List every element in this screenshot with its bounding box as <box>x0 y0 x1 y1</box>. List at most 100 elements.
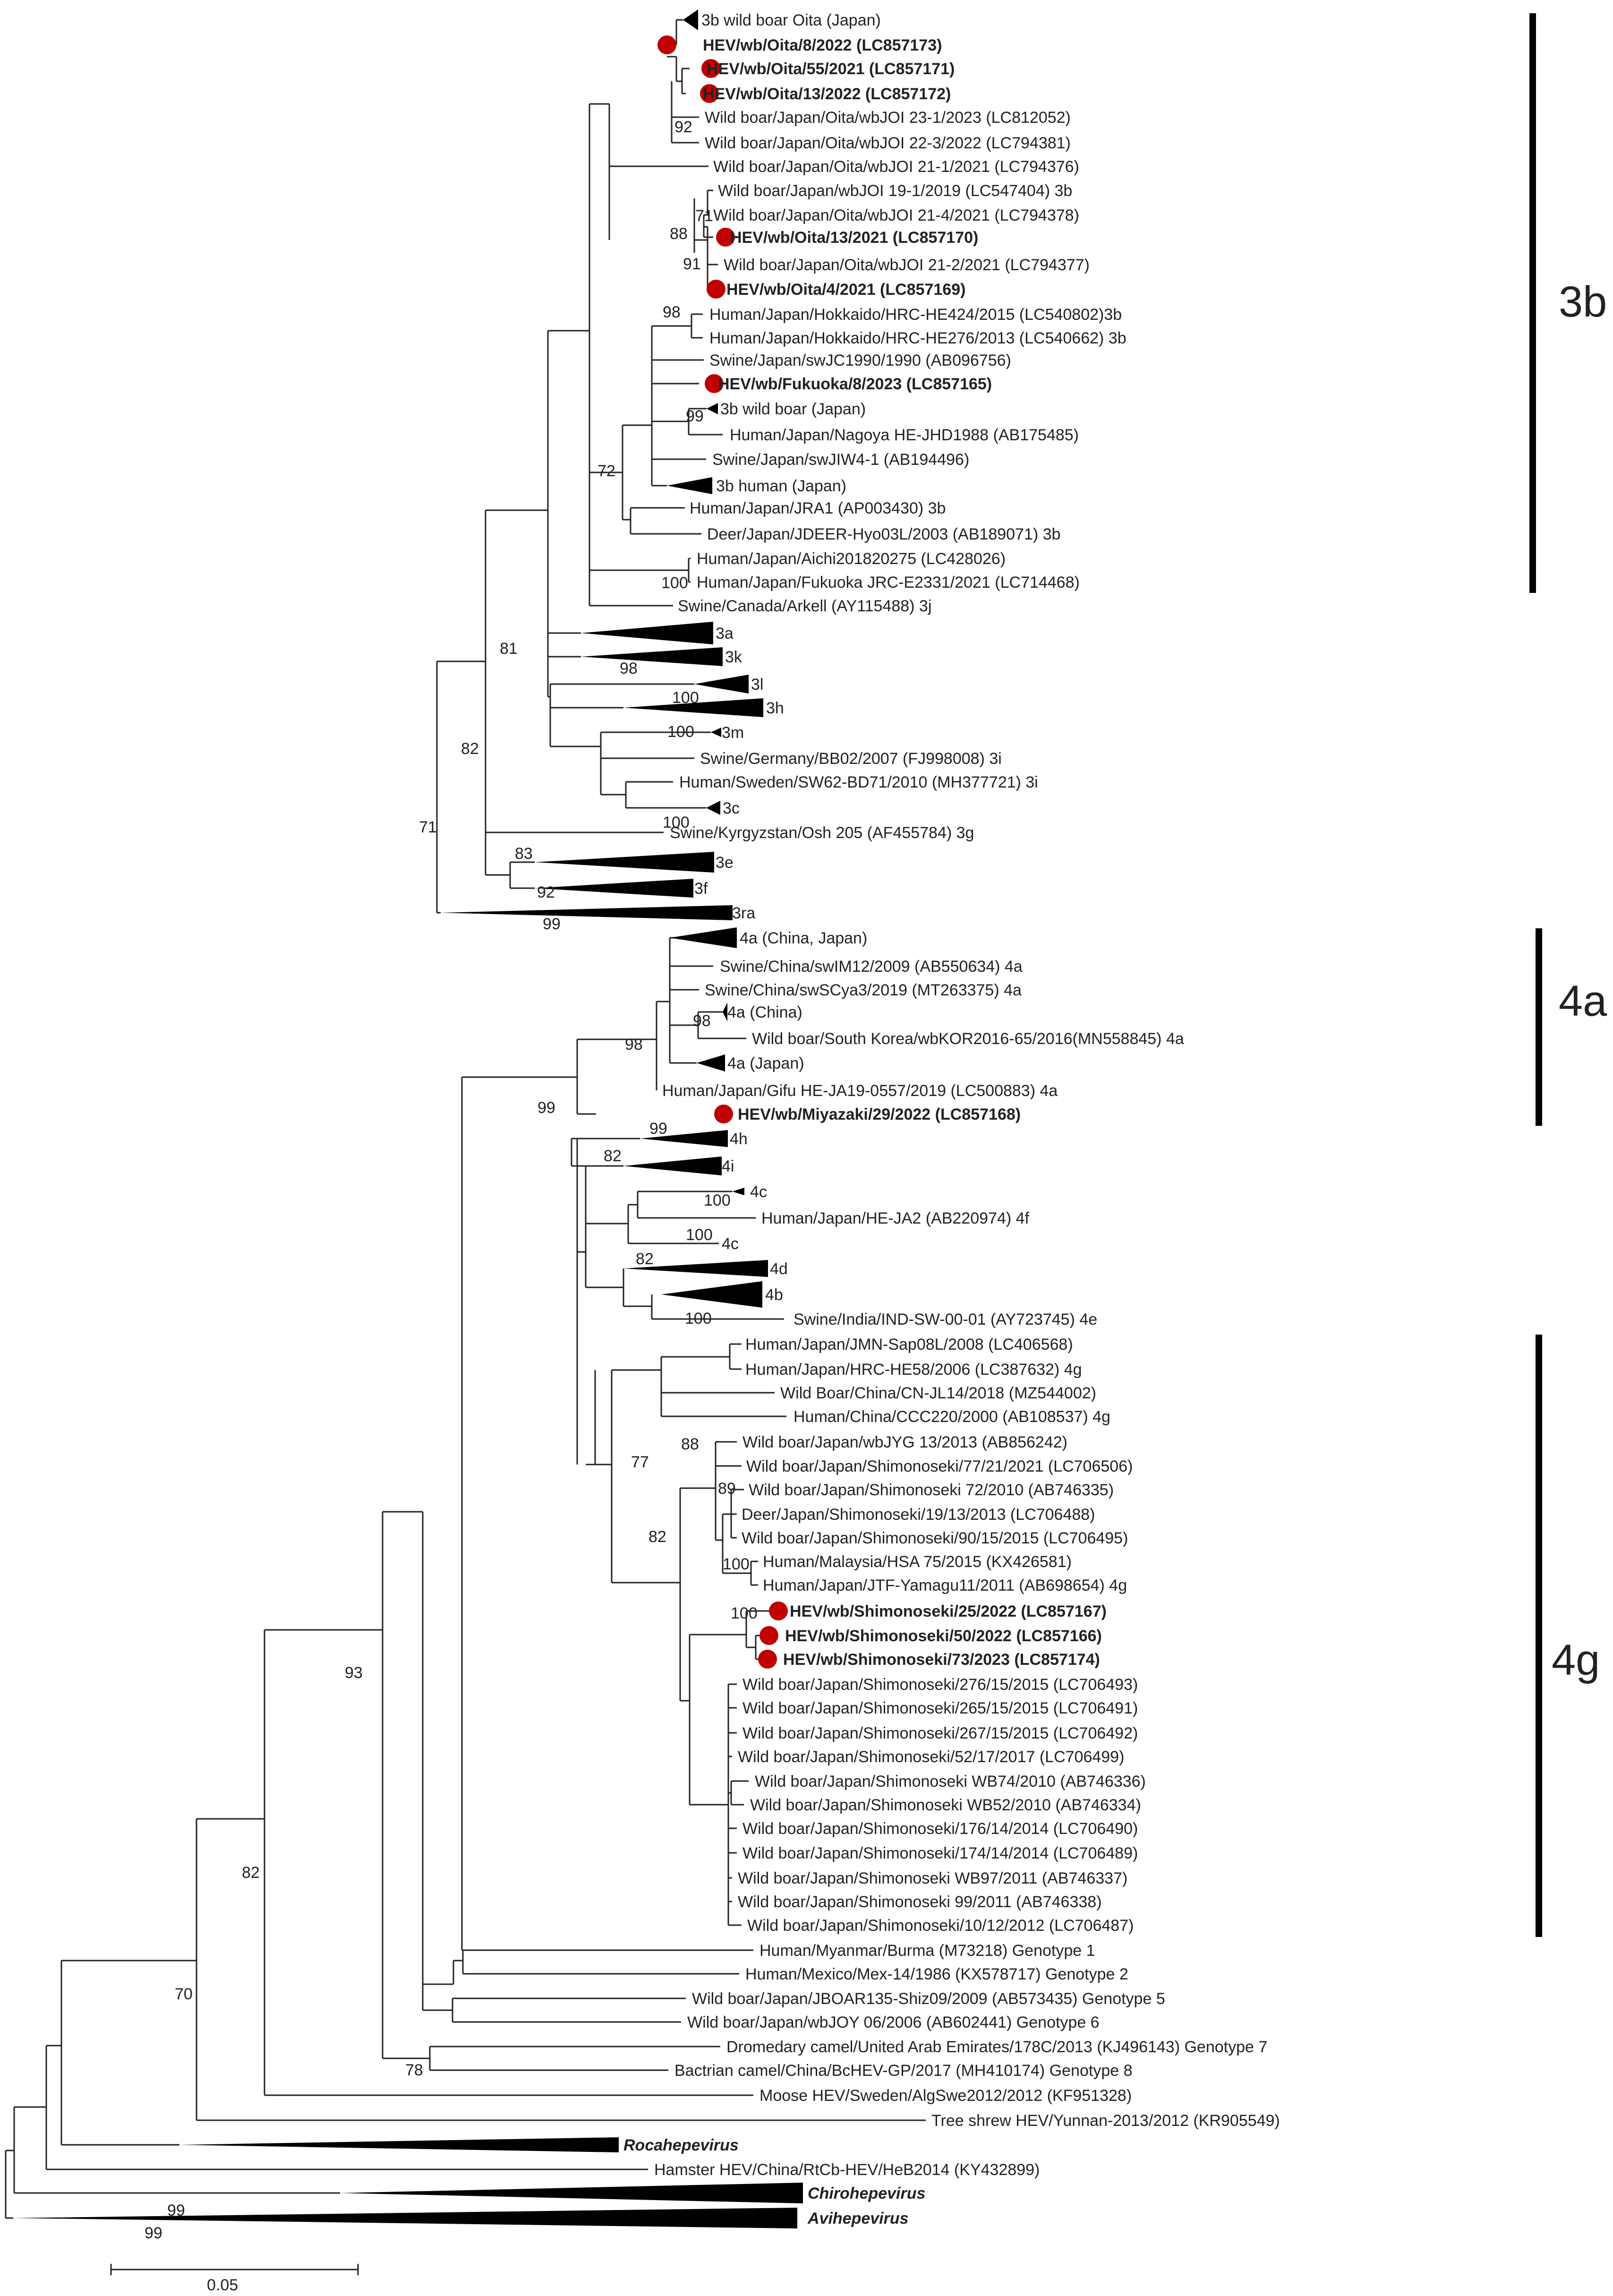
bootstrap-b29: 88 <box>681 1435 699 1453</box>
leaf-label-jmn_sap08l: Human/Japan/JMN-Sap08L/2008 (LC406568) <box>745 1336 1073 1354</box>
leaf-label-wb_joi_23_1: Wild boar/Japan/Oita/wbJOI 23-1/2023 (LC… <box>705 109 1071 127</box>
collapsed-clade-c3a <box>581 622 713 644</box>
bootstrap-b28: 77 <box>631 1453 649 1471</box>
collapsed-clade-c4d <box>623 1260 768 1277</box>
leaf-label-c3e: 3e <box>716 854 734 872</box>
collapsed-clade-chirohe <box>340 2183 803 2203</box>
leaf-label-shim_174: Wild boar/Japan/Shimonoseki/174/14/2014 … <box>742 1844 1138 1862</box>
leaf-label-wb_joi_19_1: Wild boar/Japan/wbJOI 19-1/2019 (LC54740… <box>718 182 1072 200</box>
leaf-label-wb_joi_21_2: Wild boar/Japan/Oita/wbJOI 21-2/2021 (LC… <box>724 256 1090 274</box>
collapsed-clade-c3b_human <box>667 477 712 494</box>
leaf-label-shim_77: Wild boar/Japan/Shimonoseki/77/21/2021 (… <box>746 1457 1133 1475</box>
leaf-label-cnjl14: Wild Boar/China/CN-JL14/2018 (MZ544002) <box>780 1384 1096 1402</box>
sample-marker-oita_4_2021 <box>707 280 725 299</box>
bootstrap-b8: 100 <box>661 574 688 592</box>
leaf-label-swjc1990: Swine/Japan/swJC1990/1990 (AB096756) <box>709 351 1011 369</box>
leaf-label-c3f: 3f <box>694 880 708 898</box>
bootstrap-b17: 71 <box>419 818 437 836</box>
collapsed-clade-c3k <box>581 647 723 666</box>
scale-bar: 0.05 <box>110 2264 359 2294</box>
leaf-label-swim12: Swine/China/swIM12/2009 (AB550634) 4a <box>720 958 1023 976</box>
leaf-label-c4h: 4h <box>730 1130 748 1148</box>
collapsed-clade-c3b_oita <box>683 9 698 30</box>
collapsed-clades <box>13 9 803 2228</box>
leaf-label-shim_50: HEV/wb/Shimonoseki/50/2022 (LC857166) <box>785 1627 1102 1645</box>
bootstrap-b13: 82 <box>461 740 479 758</box>
bootstrap-b3: 88 <box>670 225 688 243</box>
leaf-label-gifu: Human/Japan/Gifu HE-JA19-0557/2019 (LC50… <box>662 1082 1058 1100</box>
leaf-label-shim_wb74: Wild boar/Japan/Shimonoseki WB74/2010 (A… <box>755 1773 1146 1791</box>
leaf-label-avihe: Avihepevirus <box>807 2210 909 2227</box>
collapsed-clade-c3b_wb_japan <box>707 403 718 414</box>
group-label-4g: 4g <box>1552 1636 1600 1684</box>
bootstrap-b9: 81 <box>500 640 518 658</box>
leaf-label-c3c: 3c <box>723 799 740 817</box>
collapsed-clade-c4a_cj <box>670 927 737 948</box>
leaf-label-wbkor: Wild boar/South Korea/wbKOR2016-65/2016(… <box>752 1030 1184 1048</box>
bootstrap-b11: 100 <box>672 689 699 707</box>
bootstrap-b16: 92 <box>537 883 555 901</box>
collapsed-clade-avihe <box>13 2208 797 2228</box>
bootstrap-b22: 99 <box>649 1120 667 1138</box>
bootstrap-b36: 70 <box>175 1985 193 2003</box>
bootstrap-b33: 100 <box>731 1604 758 1622</box>
bootstrap-b25: 100 <box>686 1226 713 1244</box>
sample-marker-shim_25 <box>769 1602 788 1620</box>
bootstrap-b21: 99 <box>538 1099 555 1117</box>
leaf-label-shim_25: HEV/wb/Shimonoseki/25/2022 (LC857167) <box>790 1602 1107 1620</box>
leaf-label-c3m: 3m <box>722 724 744 742</box>
bootstrap-b1: 92 <box>674 118 692 136</box>
collapsed-clade-c3e <box>535 852 714 873</box>
leaf-label-shim_52_17: Wild boar/Japan/Shimonoseki/52/17/2017 (… <box>738 1748 1124 1766</box>
leaf-label-oita_55_2021: HEV/wb/Oita/55/2021 (LC857171) <box>707 60 955 78</box>
leaf-label-wb_joi_21_4: Wild boar/Japan/Oita/wbJOI 21-4/2021 (LC… <box>713 206 1079 224</box>
sample-marker-oita_55_2021 <box>701 59 720 78</box>
leaf-label-shim_265: Wild boar/Japan/Shimonoseki/265/15/2015 … <box>742 1699 1138 1717</box>
leaf-label-shim_90: Wild boar/Japan/Shimonoseki/90/15/2015 (… <box>742 1529 1128 1547</box>
bootstrap-b6: 99 <box>686 407 704 425</box>
collapsed-clade-c4h <box>640 1130 728 1147</box>
leaf-label-camel178c: Dromedary camel/United Arab Emirates/178… <box>726 2038 1267 2056</box>
bootstrap-b31: 82 <box>649 1528 666 1546</box>
leaf-label-fukuoka_8_2023: HEV/wb/Fukuoka/8/2023 (LC857165) <box>718 375 992 393</box>
group-label-4a: 4a <box>1559 977 1607 1025</box>
leaf-label-c4d: 4d <box>770 1260 788 1278</box>
leaf-labels: 3b wild boar Oita (Japan) HEV/wb/Oita/8/2… <box>623 11 1280 2227</box>
bootstrap-b19: 98 <box>625 1036 643 1054</box>
bootstrap-b14: 100 <box>663 814 690 831</box>
leaf-label-wbjoy06: Wild boar/Japan/wbJOY 06/2006 (AB602441)… <box>687 2013 1100 2031</box>
collapsed-clade-c3m <box>711 728 721 737</box>
leaf-label-nagoya_jhd1988: Human/Japan/Nagoya HE-JHD1988 (AB175485) <box>730 426 1079 444</box>
leaf-label-shim_267: Wild boar/Japan/Shimonoseki/267/15/2015 … <box>742 1724 1138 1742</box>
bootstrap-b32: 100 <box>723 1555 750 1573</box>
bootstrap-b38: 99 <box>167 2202 185 2219</box>
sample-marker-oita_13_2021 <box>716 228 735 247</box>
leaf-label-c4a_cj: 4a (China, Japan) <box>740 929 867 947</box>
bootstrap-b7: 72 <box>597 462 615 480</box>
leaf-label-swscya3: Swine/China/swSCya3/2019 (MT263375) 4a <box>705 981 1022 999</box>
leaf-label-bb02: Swine/Germany/BB02/2007 (FJ998008) 3i <box>700 750 1002 768</box>
leaf-label-hrc_he424: Human/Japan/Hokkaido/HRC-HE424/2015 (LC5… <box>709 306 1122 324</box>
leaf-label-c3b_human: 3b human (Japan) <box>716 477 846 495</box>
leaf-label-c3h: 3h <box>766 699 784 717</box>
collapsed-clade-c4i <box>623 1157 722 1175</box>
scale-bar-label: 0.05 <box>207 2276 238 2294</box>
leaf-label-arkell: Swine/Canada/Arkell (AY115488) 3j <box>678 597 931 615</box>
bootstrap-b20: 98 <box>693 1012 711 1030</box>
sample-marker-oita_13_2022 <box>700 84 719 103</box>
collapsed-clade-c4c_a <box>732 1188 744 1195</box>
bootstrap-b2: 71 <box>695 207 713 225</box>
leaf-label-chirohe: Chirohepevirus <box>808 2185 925 2202</box>
bootstrap-values: 92 71 88 91 98 99 72 100 81 98 100 100 82 100 83 92 71 99… <box>145 118 758 2242</box>
group-label-3b: 3b <box>1559 278 1607 326</box>
leaf-label-c4c_a: 4c <box>750 1183 767 1201</box>
leaf-label-oita_13_2022: HEV/wb/Oita/13/2022 (LC857172) <box>703 85 951 103</box>
bootstrap-b5: 98 <box>663 303 681 321</box>
leaf-label-shim_wb52: Wild boar/Japan/Shimonoseki WB52/2010 (A… <box>750 1796 1141 1814</box>
bootstrap-b12: 100 <box>667 723 694 741</box>
leaf-label-c3ra: 3ra <box>732 904 755 922</box>
leaf-label-shim_176: Wild boar/Japan/Shimonoseki/176/14/2014 … <box>742 1820 1138 1838</box>
bootstrap-b35: 82 <box>242 1864 260 1882</box>
leaf-label-jtf: Human/Japan/JTF-Yamagu11/2011 (AB698654)… <box>763 1576 1127 1594</box>
